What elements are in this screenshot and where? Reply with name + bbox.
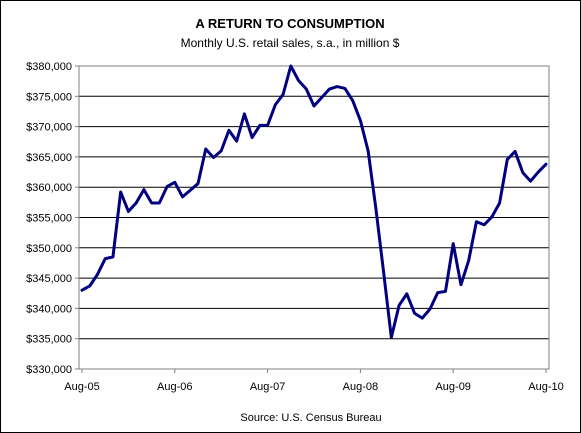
data-point — [382, 270, 385, 274]
data-point — [452, 242, 455, 245]
data-point — [297, 79, 300, 82]
data-point — [413, 312, 416, 315]
y-axis: $330,000 $335,000 $340,000 $345,000 $350,000… — [26, 61, 79, 376]
data-point — [289, 64, 292, 68]
data-point — [490, 215, 494, 219]
data-point — [165, 185, 169, 188]
y-tick-label: $345,000 — [26, 273, 72, 285]
data-point — [88, 284, 91, 288]
data-point — [374, 207, 378, 210]
data-point — [204, 147, 207, 151]
data-point — [343, 87, 347, 90]
data-point — [320, 96, 323, 99]
data-point — [119, 190, 122, 194]
x-axis: Aug-05 Aug-06 Aug-07 Aug-08 Aug-09 Aug-10 — [64, 369, 564, 393]
data-point — [142, 188, 146, 191]
x-tick-label: Aug-09 — [435, 381, 470, 393]
x-tick-label: Aug-06 — [157, 381, 192, 393]
data-point — [498, 201, 501, 205]
chart-subtitle: Monthly U.S. retail sales, s.a., in mill… — [181, 36, 400, 50]
data-point — [482, 223, 486, 226]
data-point — [467, 259, 470, 262]
data-point — [250, 136, 254, 139]
data-point — [328, 87, 331, 91]
data-points — [80, 64, 548, 339]
data-point — [80, 289, 84, 292]
data-point — [537, 170, 540, 174]
y-tick-label: $350,000 — [26, 243, 72, 255]
data-point — [173, 181, 176, 184]
data-point — [220, 149, 223, 153]
data-point — [529, 179, 532, 183]
y-tick-label: $370,000 — [26, 122, 72, 134]
data-point — [506, 158, 509, 161]
data-point — [266, 124, 269, 127]
x-tick-label: Aug-10 — [528, 381, 563, 393]
data-point — [397, 304, 401, 307]
data-point — [258, 124, 262, 127]
data-point — [96, 273, 99, 276]
data-point — [428, 307, 432, 311]
data-point — [104, 257, 107, 260]
data-point — [421, 316, 424, 320]
data-point — [235, 139, 238, 143]
data-point — [513, 150, 517, 153]
data-point — [444, 290, 447, 293]
y-tick-label: $375,000 — [26, 91, 72, 103]
data-point — [150, 201, 153, 205]
data-point — [111, 255, 115, 259]
y-tick-label: $365,000 — [26, 152, 72, 164]
data-point — [436, 291, 439, 294]
data-point — [274, 103, 277, 106]
data-point — [134, 201, 138, 205]
data-point — [336, 85, 339, 88]
data-point — [521, 171, 524, 174]
data-point — [158, 201, 161, 205]
data-point — [243, 112, 246, 116]
chart-title: A RETURN TO CONSUMPTION — [195, 16, 384, 31]
data-point — [459, 283, 463, 286]
data-point — [196, 182, 200, 185]
data-point — [475, 220, 478, 223]
data-point — [281, 93, 285, 96]
y-tick-label: $340,000 — [26, 303, 72, 315]
x-tick-label: Aug-08 — [343, 381, 378, 393]
data-point — [544, 162, 548, 166]
data-point — [359, 119, 362, 122]
data-point — [312, 104, 316, 108]
data-point — [181, 195, 184, 199]
data-point — [127, 210, 130, 213]
data-point — [351, 99, 354, 102]
data-point — [189, 189, 192, 192]
x-tick-label: Aug-07 — [250, 381, 285, 393]
x-tick-label: Aug-05 — [64, 381, 99, 393]
y-tick-label: $360,000 — [26, 182, 72, 194]
y-tick-label: $330,000 — [26, 364, 72, 376]
data-point — [227, 129, 231, 132]
data-point — [405, 292, 408, 296]
data-point — [390, 336, 393, 339]
y-tick-label: $355,000 — [26, 213, 72, 225]
y-tick-label: $335,000 — [26, 334, 72, 346]
data-point — [212, 156, 215, 159]
source-note: Source: U.S. Census Bureau — [240, 412, 381, 424]
data-point — [366, 149, 370, 153]
data-point — [305, 87, 308, 91]
y-tick-label: $380,000 — [26, 61, 72, 73]
